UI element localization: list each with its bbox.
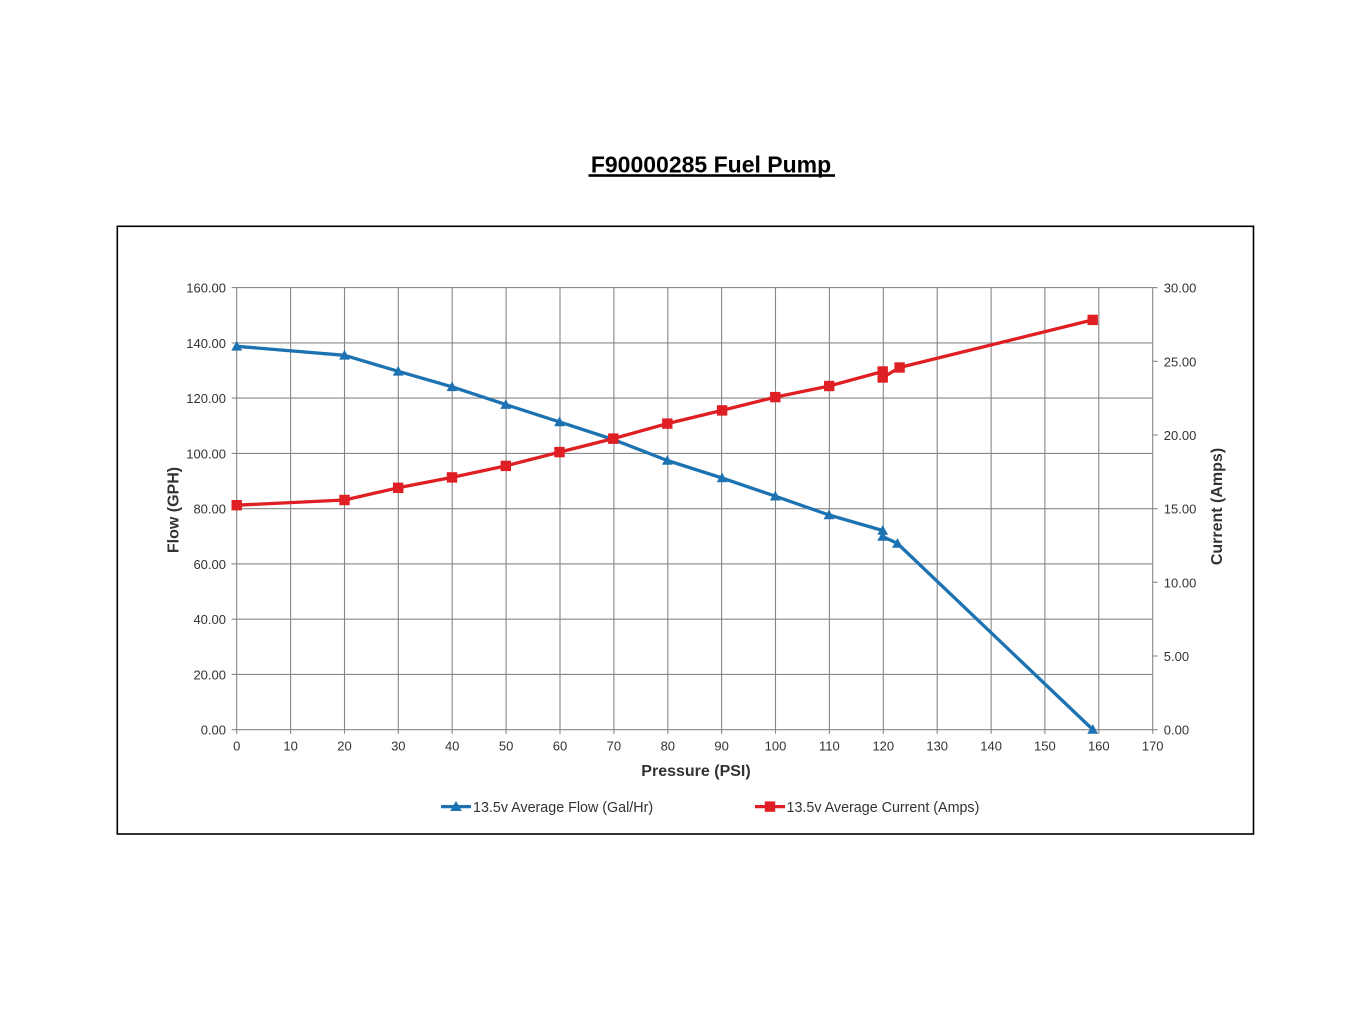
svg-text:70: 70 (607, 739, 621, 754)
svg-text:Current (Amps): Current (Amps) (1209, 448, 1226, 565)
svg-text:F90000285 Fuel Pump: F90000285 Fuel Pump (591, 152, 831, 178)
svg-text:80.00: 80.00 (193, 502, 226, 517)
svg-text:150: 150 (1034, 739, 1056, 754)
svg-text:10: 10 (283, 739, 297, 754)
svg-text:80: 80 (661, 739, 675, 754)
svg-text:40.00: 40.00 (193, 612, 226, 627)
svg-text:110: 110 (819, 739, 840, 754)
svg-text:140: 140 (980, 739, 1002, 754)
svg-text:40: 40 (445, 739, 459, 754)
svg-text:15.00: 15.00 (1164, 502, 1197, 517)
svg-text:13.5v Average Flow (Gal/Hr): 13.5v Average Flow (Gal/Hr) (473, 800, 653, 816)
svg-text:0.00: 0.00 (201, 723, 226, 738)
svg-text:20: 20 (337, 739, 351, 754)
svg-text:120.00: 120.00 (186, 391, 226, 406)
svg-text:30: 30 (391, 739, 405, 754)
svg-text:60: 60 (553, 739, 567, 754)
svg-text:170: 170 (1142, 739, 1164, 754)
svg-text:20.00: 20.00 (1164, 428, 1197, 443)
svg-text:120: 120 (872, 739, 894, 754)
svg-text:90: 90 (714, 739, 728, 754)
svg-text:13.5v Average Current (Amps): 13.5v Average Current (Amps) (787, 800, 980, 816)
svg-text:Pressure (PSI): Pressure (PSI) (641, 763, 750, 780)
svg-text:50: 50 (499, 739, 513, 754)
svg-text:0.00: 0.00 (1164, 723, 1189, 738)
svg-text:10.00: 10.00 (1164, 575, 1197, 590)
svg-text:100.00: 100.00 (186, 446, 226, 461)
svg-text:160: 160 (1088, 739, 1110, 754)
svg-text:30.00: 30.00 (1164, 281, 1197, 296)
svg-text:60.00: 60.00 (193, 557, 226, 572)
svg-text:Flow (GPH): Flow (GPH) (166, 467, 183, 553)
svg-text:20.00: 20.00 (193, 667, 226, 682)
svg-text:100: 100 (765, 739, 787, 754)
svg-text:140.00: 140.00 (186, 336, 226, 351)
svg-text:0: 0 (233, 739, 240, 754)
svg-text:5.00: 5.00 (1164, 649, 1189, 664)
svg-text:160.00: 160.00 (186, 281, 226, 296)
svg-text:130: 130 (926, 739, 948, 754)
svg-text:25.00: 25.00 (1164, 354, 1197, 369)
